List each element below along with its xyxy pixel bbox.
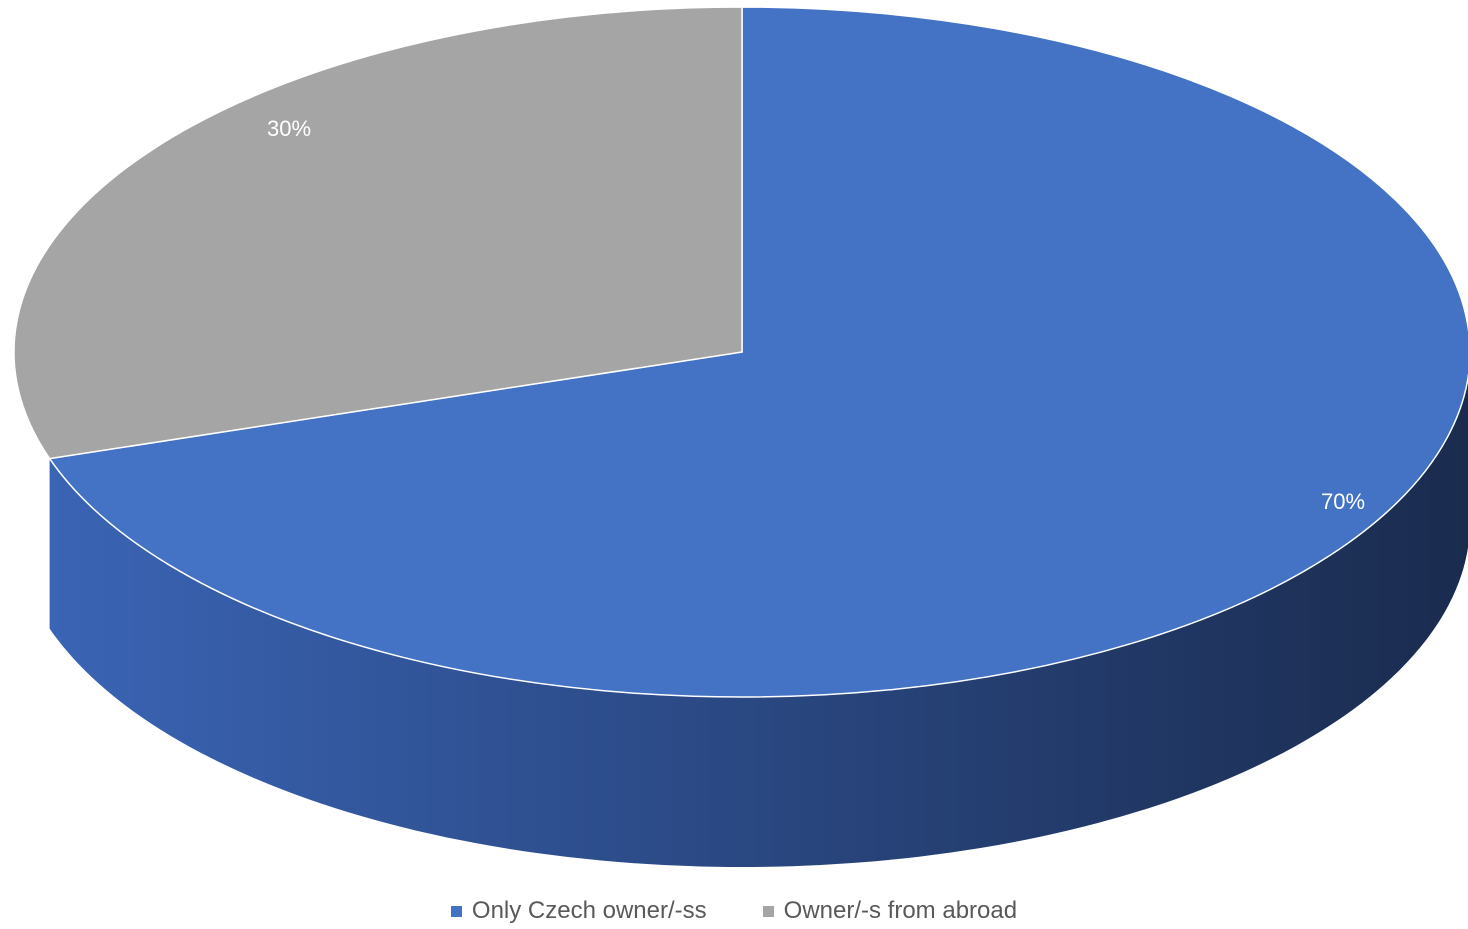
- data-label-czech: 70%: [1321, 489, 1365, 514]
- pie-slice-side-czech: [49, 377, 1468, 868]
- legend-item-czech: Only Czech owner/-ss: [450, 897, 707, 925]
- legend-label-abroad: Owner/-s from abroad: [783, 897, 1018, 924]
- legend-item-abroad: Owner/-s from abroad: [762, 897, 1018, 925]
- pie-slice-abroad: [13, 6, 743, 460]
- legend-swatch-abroad: [762, 905, 774, 917]
- legend: Only Czech owner/-ss Owner/-s from abroa…: [0, 893, 1468, 929]
- data-label-abroad: 30%: [267, 116, 311, 141]
- legend-label-czech: Only Czech owner/-ss: [471, 897, 707, 924]
- legend-swatch-czech: [450, 905, 462, 917]
- pie-slice-czech: [48, 6, 1468, 698]
